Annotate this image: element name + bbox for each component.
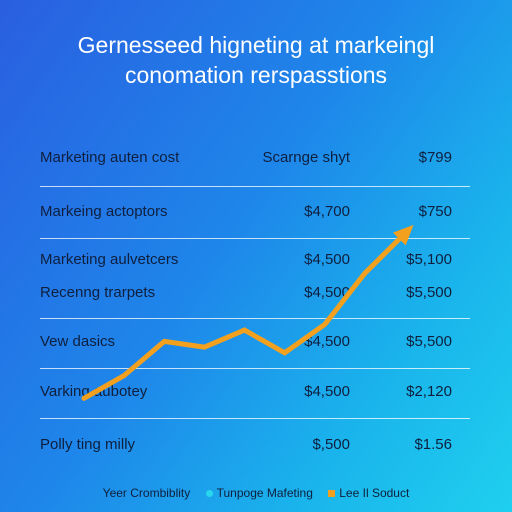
row-value-2: $2,120 xyxy=(406,383,452,400)
row-label: Marketing aulvetcers xyxy=(40,251,179,268)
row-value-2: $1.56 xyxy=(414,436,452,453)
legend-item: Lee Il Soduct xyxy=(328,486,409,500)
row-divider xyxy=(40,238,470,239)
legend-item: Yeer Crombiblity xyxy=(103,486,191,500)
title-line-1: Gernesseed higneting at markeingl xyxy=(77,32,435,58)
row-label: Marketing auten cost xyxy=(40,149,180,166)
row-value-1: $4,500 xyxy=(304,333,350,350)
row-label: Polly ting milly xyxy=(40,436,136,453)
row-divider xyxy=(40,418,470,419)
row-value-2: $5,500 xyxy=(406,284,452,301)
row-value-1: $4,700 xyxy=(304,203,350,220)
row-value-2: $5,100 xyxy=(406,251,452,268)
table-row: Marketing auten cost Scarnge shyt $799 xyxy=(40,147,452,169)
legend-dot-marker xyxy=(205,490,213,497)
legend-square-marker xyxy=(328,490,336,497)
row-divider xyxy=(40,186,470,187)
row-value-2: $750 xyxy=(418,203,452,220)
table-row: Polly ting milly $,500 $1.56 xyxy=(40,434,452,456)
row-value-1: $,500 xyxy=(312,436,350,453)
chart-title: Gernesseed higneting at markeingl conoma… xyxy=(0,30,512,90)
table-row: Recenng trarpets $4,500 $5,500 xyxy=(40,282,452,304)
row-value-2: $799 xyxy=(418,149,452,166)
title-line-2: conomation rerspasstions xyxy=(124,62,388,88)
row-divider xyxy=(40,368,470,369)
row-value-1: $4,500 xyxy=(304,383,350,400)
row-value-1: $4,500 xyxy=(304,284,350,301)
table-row: Vew dasics $4,500 $5,500 xyxy=(40,331,452,353)
legend-label: Lee Il Soduct xyxy=(339,486,410,500)
legend-item: Tunpoge Mafeting xyxy=(205,486,313,500)
legend-label: Tunpoge Mafeting xyxy=(216,486,313,500)
trend-arrow-head xyxy=(392,224,414,246)
legend-label: Yeer Crombiblity xyxy=(102,486,191,500)
row-label: Recenng trarpets xyxy=(40,284,156,301)
row-value-2: $5,500 xyxy=(406,333,452,350)
table-row: Marketing aulvetcers $4,500 $5,100 xyxy=(40,249,452,271)
table-row: Markeing actoptors $4,700 $750 xyxy=(40,201,452,223)
row-label: Vew dasics xyxy=(40,333,116,350)
row-value-1: Scarnge shyt xyxy=(262,149,350,166)
row-value-1: $4,500 xyxy=(304,251,350,268)
row-label: Markeing actoptors xyxy=(40,203,168,220)
row-divider xyxy=(40,318,470,319)
legend: Yeer Crombiblity Tunpoge Mafeting Lee Il… xyxy=(0,486,512,500)
trend-line xyxy=(81,230,408,401)
